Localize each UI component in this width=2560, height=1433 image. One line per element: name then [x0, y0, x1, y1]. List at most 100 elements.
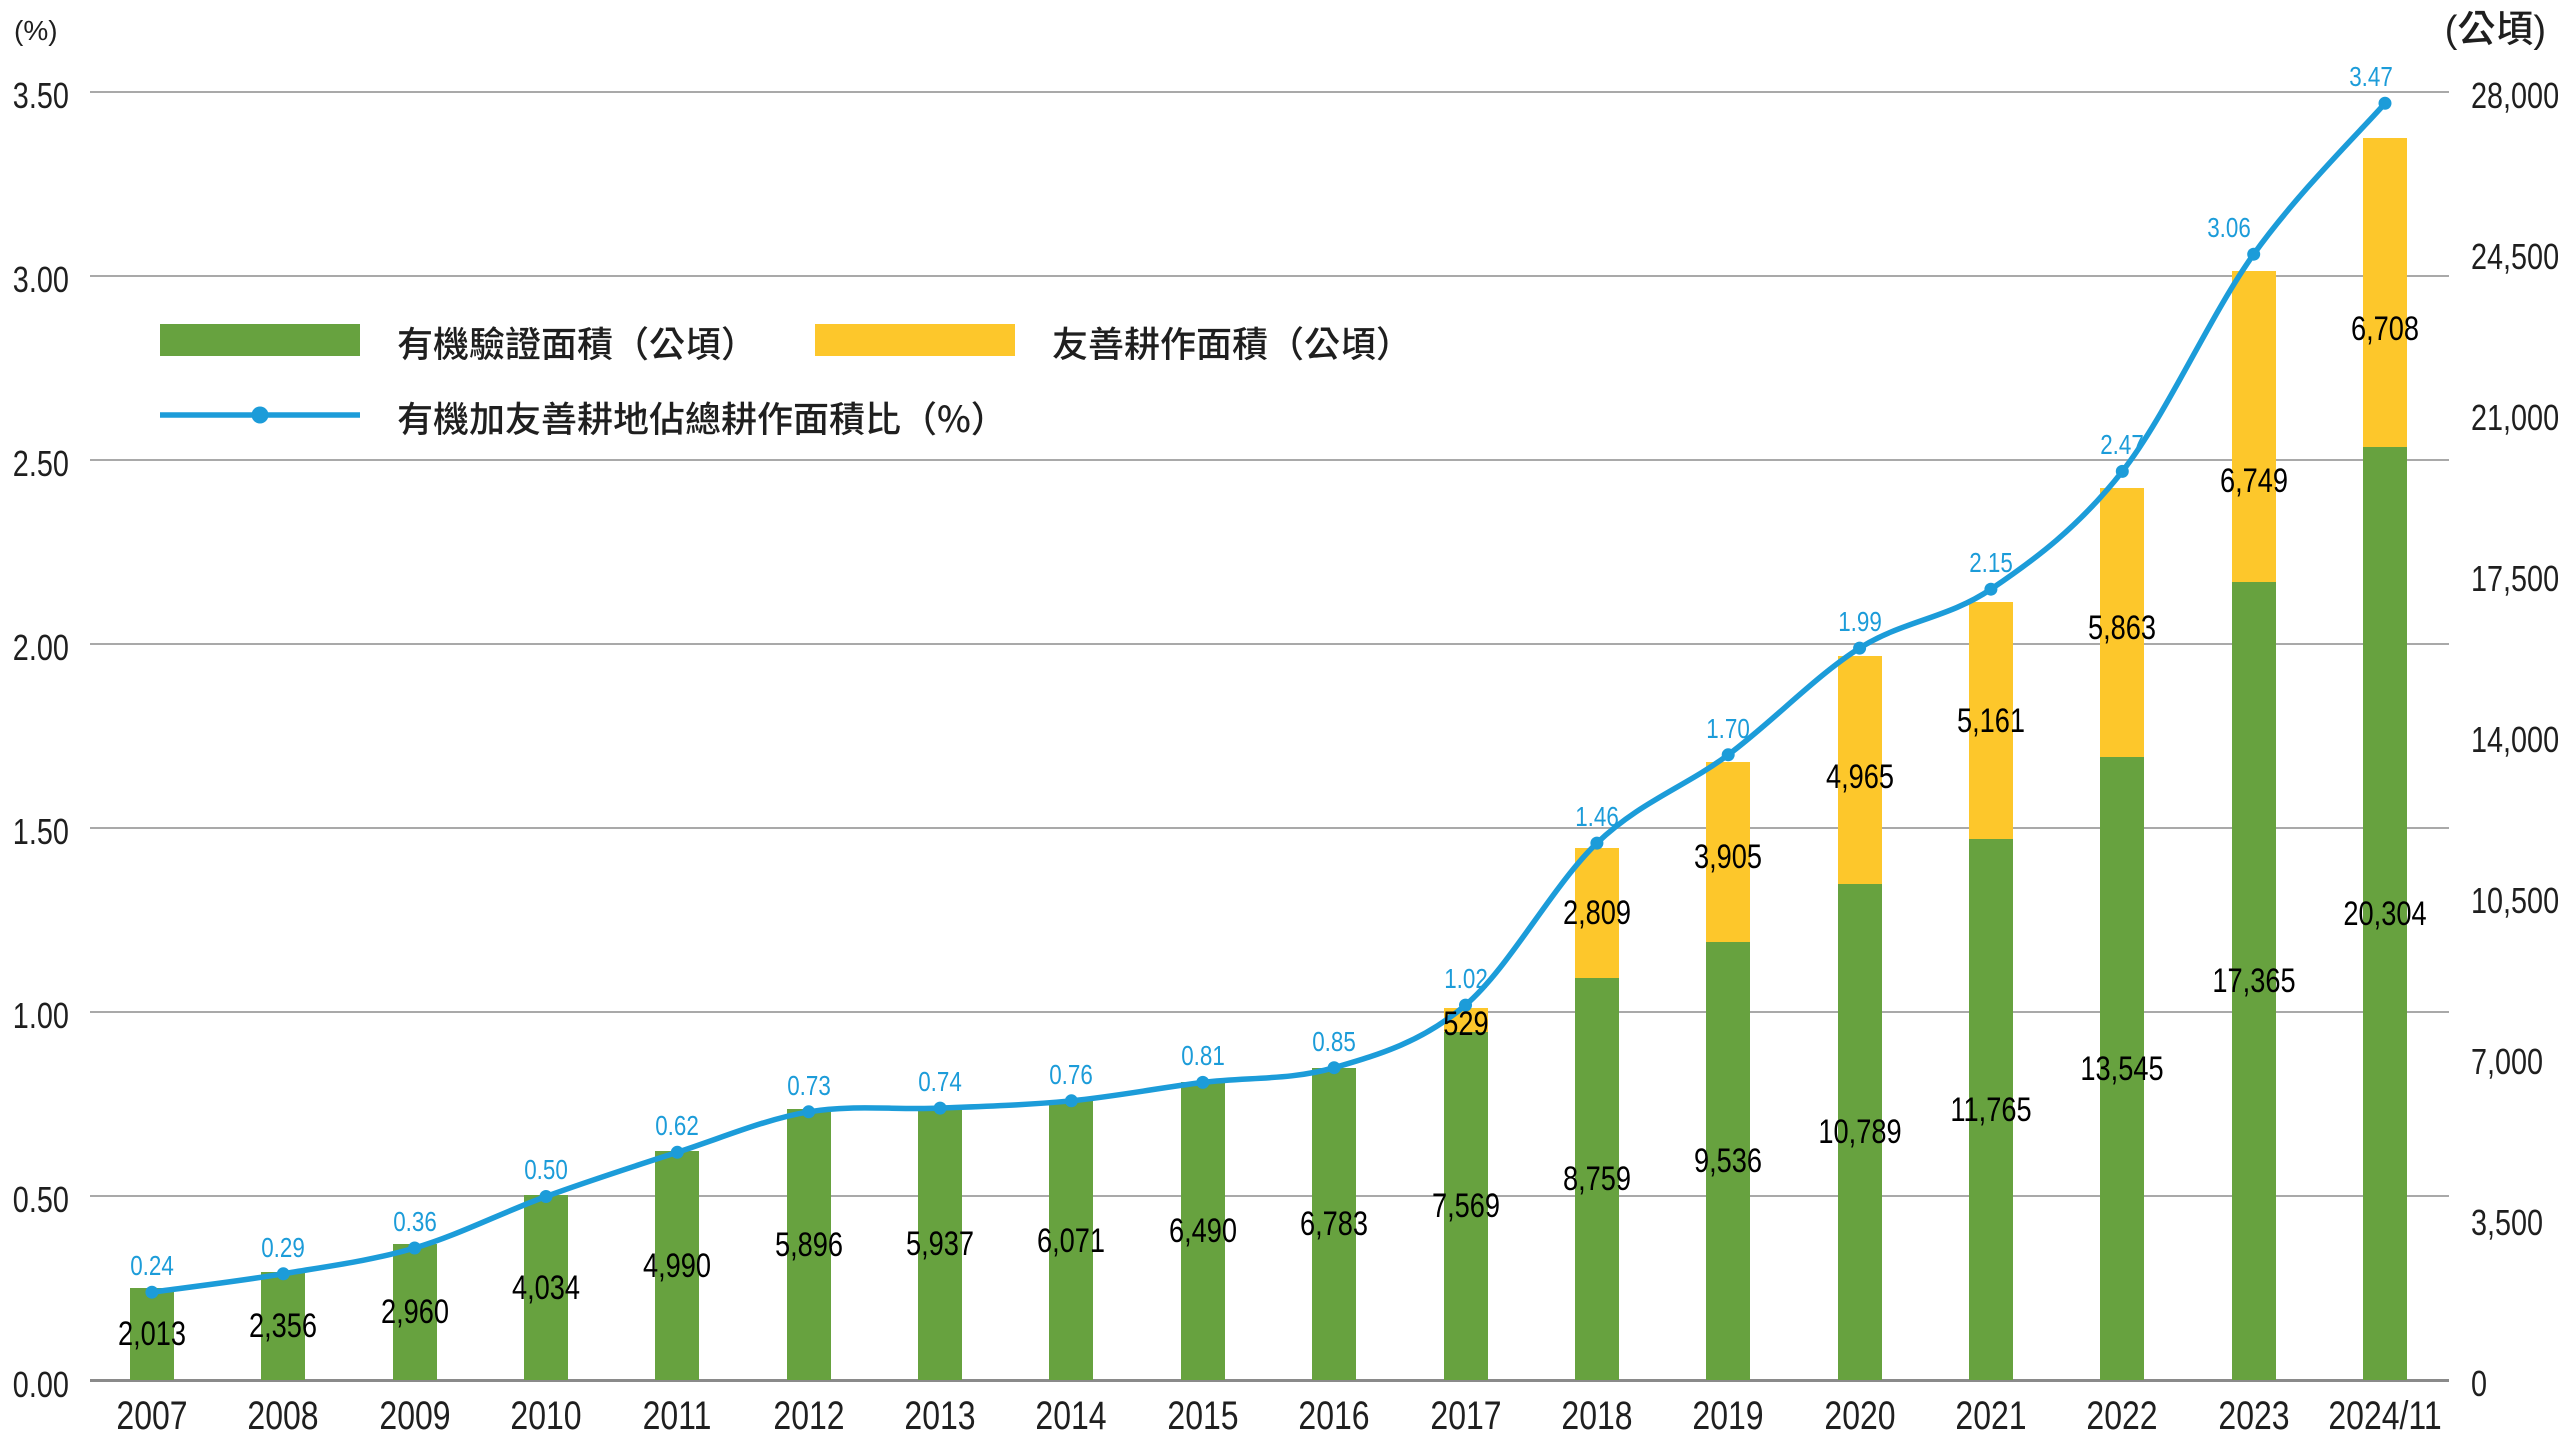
bar-segment-yellow[interactable]: [1443, 1007, 1488, 1033]
line-value-label: 0.36: [392, 1205, 437, 1237]
line-marker-dot[interactable]: [1853, 641, 1867, 655]
bar-segment-yellow[interactable]: [1706, 762, 1751, 942]
bar-value-label-yellow: 5,863: [2088, 608, 2157, 647]
x-axis-label: 2016: [1298, 1393, 1370, 1433]
legend-swatch-green-bar[interactable]: [160, 324, 360, 356]
bar-value-label-green: 4,990: [643, 1246, 712, 1285]
bar-segment-yellow[interactable]: [1837, 655, 1882, 885]
line-value-label: 0.85: [1312, 1025, 1356, 1057]
bar-segment-green[interactable]: [1837, 884, 1882, 1381]
gridline: [90, 827, 2449, 830]
x-axis-label: 2021: [1955, 1393, 2027, 1433]
right-tick-label: 10,500: [2471, 879, 2560, 921]
bar-segment-yellow[interactable]: [2363, 137, 2408, 447]
bar-segment-green[interactable]: [655, 1150, 700, 1381]
x-axis-label: 2015: [1167, 1393, 1239, 1433]
bar-segment-yellow[interactable]: [2231, 271, 2276, 582]
x-axis-label: 2014: [1035, 1393, 1107, 1433]
bar-segment-green[interactable]: [1312, 1068, 1357, 1381]
bar-value-label-green: 2,013: [117, 1315, 186, 1354]
right-tick-label: 14,000: [2471, 718, 2560, 760]
right-tick-label: 28,000: [2471, 74, 2560, 116]
bar-segment-green[interactable]: [261, 1272, 306, 1381]
line-marker-dot[interactable]: [2247, 247, 2261, 261]
bar-value-label-yellow: 2,809: [1562, 893, 1631, 932]
left-tick-label: 2.50: [12, 443, 69, 485]
left-tick-label: 3.00: [12, 259, 69, 301]
left-tick-label: 0.00: [12, 1363, 69, 1405]
left-axis-header: (%): [14, 15, 58, 46]
bar-value-label-green: 7,569: [1431, 1187, 1500, 1226]
bar-segment-green[interactable]: [392, 1244, 437, 1381]
line-marker-dot[interactable]: [539, 1190, 553, 1203]
bar-segment-green[interactable]: [1968, 839, 2013, 1381]
x-axis-label: 2018: [1561, 1393, 1633, 1433]
line-value-label: 0.76: [1049, 1058, 1094, 1090]
gridline: [90, 91, 2449, 94]
bar-segment-green[interactable]: [786, 1109, 831, 1381]
bar-value-label-green: 6,071: [1037, 1221, 1106, 1260]
bar-value-label-green: 6,783: [1300, 1205, 1369, 1244]
line-value-label: 0.74: [918, 1066, 962, 1098]
bar-segment-green[interactable]: [129, 1287, 174, 1381]
legend-label-yellow-bar[interactable]: 友善耕作面積（公頃）: [1052, 316, 1413, 368]
bar-segment-yellow[interactable]: [2100, 487, 2145, 758]
bar-value-label-green: 4,034: [511, 1268, 581, 1307]
line-marker-dot[interactable]: [145, 1285, 159, 1299]
bar-value-label-yellow: 5,161: [1956, 701, 2025, 740]
bar-segment-yellow[interactable]: [1574, 848, 1619, 978]
line-value-label: 2.15: [1969, 547, 2013, 579]
line-marker-dot[interactable]: [1984, 582, 1998, 596]
line-marker-dot[interactable]: [802, 1105, 816, 1119]
bar-segment-green[interactable]: [2231, 581, 2276, 1381]
bar-value-label-green: 5,896: [774, 1225, 843, 1264]
x-axis-label: 2017: [1429, 1393, 1502, 1433]
line-marker-dot[interactable]: [1196, 1075, 1210, 1089]
bar-segment-green[interactable]: [1706, 941, 1751, 1381]
bar-segment-green[interactable]: [2363, 446, 2408, 1381]
x-axis-label: 2019: [1692, 1393, 1764, 1433]
line-marker-dot[interactable]: [2378, 96, 2392, 110]
legend-swatch-blue-line[interactable]: [160, 400, 370, 430]
line-marker-dot[interactable]: [1590, 836, 1604, 850]
bar-segment-green[interactable]: [523, 1194, 568, 1381]
line-marker-dot[interactable]: [670, 1145, 684, 1159]
line-marker-dot[interactable]: [2115, 464, 2129, 478]
bar-segment-green[interactable]: [1180, 1081, 1225, 1381]
line-value-label: 3.47: [2349, 61, 2393, 93]
line-value-label: 0.24: [130, 1250, 174, 1282]
bar-value-label-yellow: 6,749: [2219, 462, 2288, 501]
line-value-label: 0.29: [261, 1231, 306, 1263]
x-axis-label: 2009: [379, 1393, 451, 1433]
bar-segment-green[interactable]: [1443, 1032, 1488, 1381]
line-marker-dot[interactable]: [1327, 1061, 1341, 1075]
bar-value-label-green: 10,789: [1817, 1113, 1902, 1152]
left-tick-label: 1.00: [12, 995, 69, 1037]
x-axis-line: [90, 1379, 2449, 1382]
bar-value-label-green: 11,765: [1950, 1090, 2032, 1129]
line-value-label: 0.81: [1180, 1040, 1225, 1072]
bar-segment-green[interactable]: [1049, 1101, 1094, 1381]
bar-value-label-green: 6,490: [1168, 1212, 1237, 1251]
legend-swatch-yellow-bar[interactable]: [815, 324, 1015, 356]
line-marker-dot[interactable]: [1064, 1094, 1078, 1108]
bar-segment-yellow[interactable]: [1968, 601, 2013, 840]
line-marker-dot[interactable]: [408, 1241, 422, 1255]
right-tick-label: 7,000: [2471, 1040, 2544, 1082]
line-marker-dot[interactable]: [1721, 748, 1735, 762]
bar-segment-green[interactable]: [1574, 977, 1619, 1381]
line-marker-dot[interactable]: [276, 1267, 290, 1281]
left-tick-label: 0.50: [12, 1179, 69, 1221]
x-axis-label: 2022: [2086, 1393, 2158, 1433]
line-value-label: 1.46: [1575, 801, 1619, 833]
line-marker-dot[interactable]: [933, 1101, 947, 1115]
legend-line-dot: [251, 406, 269, 423]
bar-segment-green[interactable]: [2100, 757, 2145, 1381]
legend-label-green-bar[interactable]: 有機驗證面積（公頃）: [397, 316, 758, 368]
bar-segment-green[interactable]: [918, 1107, 963, 1381]
bar-value-label-green: 20,304: [2343, 894, 2427, 933]
line-marker-dot[interactable]: [1459, 998, 1472, 1012]
legend-label-blue-line[interactable]: 有機加友善耕地佔總耕作面積比（%）: [397, 390, 1007, 443]
x-axis-label: 2007: [116, 1393, 188, 1433]
line-value-label: 3.06: [2206, 212, 2251, 244]
